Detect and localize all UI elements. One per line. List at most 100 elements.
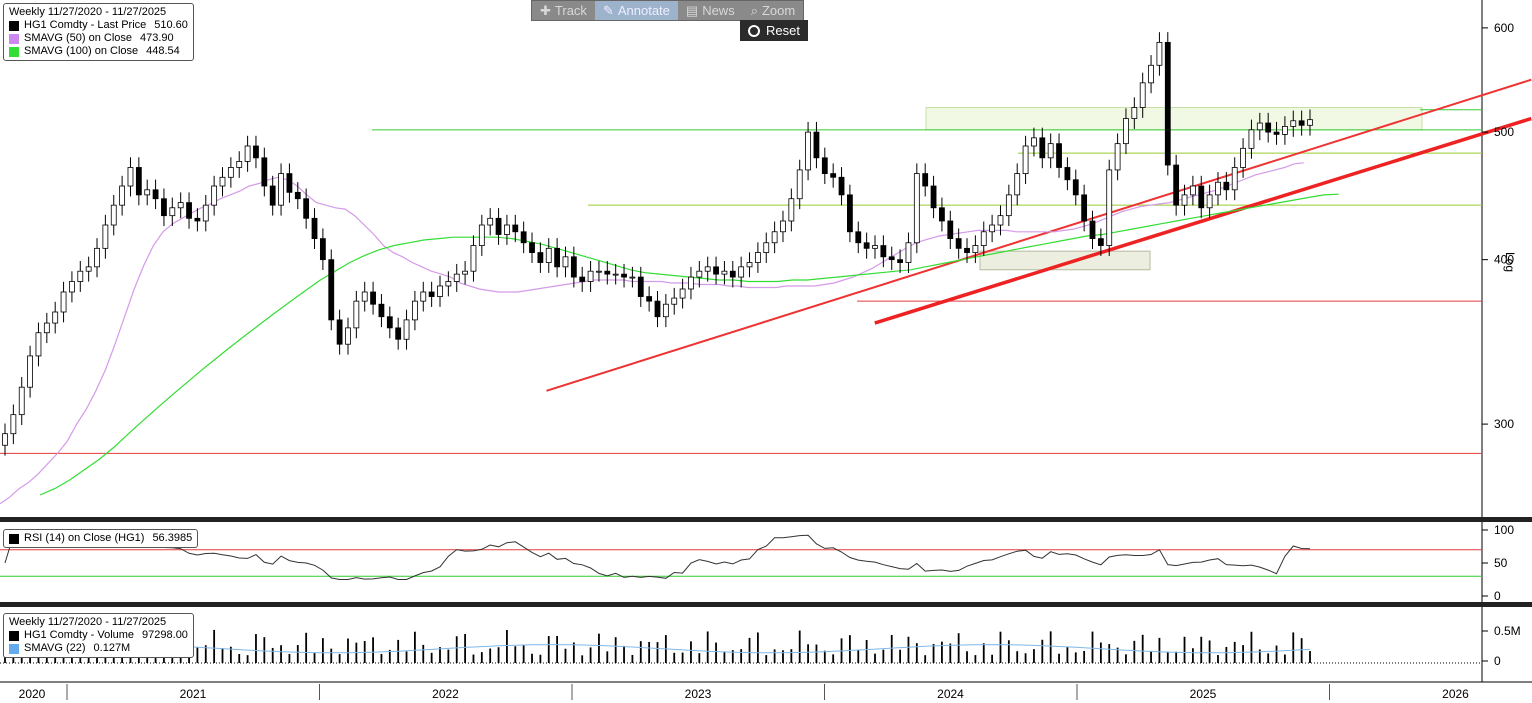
y-tick-label: 600 [1494, 21, 1514, 35]
legend_price-row: SMAVG (50) on Close 473.90 [9, 32, 188, 45]
candle-body [1248, 129, 1255, 149]
candle-body [604, 270, 611, 275]
candle-body [478, 224, 485, 246]
legend_volume-row: HG1 Comdty - Volume 97298.00 [9, 629, 188, 642]
legend-label: HG1 Comdty - Last Price [24, 19, 147, 31]
candle-body [370, 291, 376, 305]
candle-body [77, 270, 84, 282]
log-scale-label: Log [1503, 252, 1517, 272]
candle-body [1089, 220, 1096, 240]
candle-body [1215, 181, 1221, 196]
candle-body [1298, 120, 1305, 126]
sma50-line [0, 162, 1304, 505]
candle-body [319, 238, 326, 261]
candle-body [311, 217, 318, 240]
candle-body [1164, 41, 1171, 166]
x-tick-label: 2026 [1442, 687, 1469, 701]
candle-body [495, 217, 502, 235]
legend_price-row: HG1 Comdty - Last Price 510.60 [9, 19, 188, 32]
candle-body [102, 224, 109, 249]
candle-body [847, 194, 853, 233]
candle-body [520, 231, 527, 244]
candle-body [838, 176, 845, 196]
candle-body [1282, 126, 1288, 135]
candle-body [119, 185, 126, 206]
candle-body [470, 245, 477, 272]
candle-body [1156, 41, 1163, 66]
toolbar-item-label: Annotate [617, 3, 670, 18]
candle-body [1039, 137, 1046, 159]
candle-body [361, 291, 368, 302]
candle-body [788, 198, 795, 222]
candle-body [1223, 181, 1230, 191]
candle-body [637, 276, 644, 297]
toolbar-track-button[interactable]: ✚ Track [532, 1, 595, 20]
candle-body [596, 270, 602, 273]
candle-body [1290, 120, 1297, 127]
rsi-legend[interactable]: RSI (14) on Close (HG1) 56.3985 [3, 529, 199, 548]
toolbar-item-label: News [702, 3, 735, 18]
candle-body [462, 270, 468, 275]
candle-body [587, 270, 594, 282]
candle-body [771, 231, 778, 244]
candle-body [336, 319, 343, 345]
candle-body [913, 173, 920, 244]
candle-body [972, 245, 979, 253]
candle-body [353, 300, 360, 329]
x-tick-label: 2024 [937, 687, 964, 701]
toolbar-news-button[interactable]: ▤ News [678, 1, 743, 20]
candle-body [236, 161, 243, 168]
candle-body [1189, 185, 1196, 196]
candle-body [1097, 238, 1104, 246]
legend-swatch [9, 630, 19, 641]
candle-body [746, 262, 753, 268]
price-legend-header: Weekly 11/27/2020 - 11/27/2025 [9, 6, 167, 18]
candle-body [562, 256, 569, 268]
candle-body [863, 242, 870, 249]
candle-body [286, 173, 293, 193]
candle-body [922, 173, 929, 187]
candle-body [345, 327, 351, 345]
candle-body [1231, 167, 1238, 191]
candle-body [696, 270, 703, 278]
candle-body [905, 242, 912, 263]
candle-body [855, 231, 862, 244]
candle-body [294, 191, 301, 200]
candle-body [930, 185, 937, 209]
candle-body [662, 303, 669, 318]
candle-body [110, 204, 117, 226]
candle-body [688, 276, 694, 290]
candle-body [10, 414, 17, 435]
candle-body [177, 202, 184, 209]
y-tick-label: 300 [1494, 417, 1514, 431]
trendline [874, 116, 1532, 325]
candle-body [713, 266, 719, 275]
candle-body [437, 285, 443, 297]
candle-body [947, 220, 954, 240]
candle-body [135, 167, 142, 196]
volume-legend[interactable]: Weekly 11/27/2020 - 11/27/2025 HG1 Comdt… [3, 613, 194, 658]
candle-body [554, 247, 561, 268]
x-tick-label: 2023 [685, 687, 712, 701]
candle-body [1240, 147, 1246, 168]
chart-toolbar: ✚ Track ✎ Annotate ▤ News ⌕ Zoom [531, 0, 805, 21]
candle-body [278, 173, 284, 206]
toolbar-zoom-button[interactable]: ⌕ Zoom [743, 1, 804, 20]
candle-body [27, 355, 33, 388]
price-legend[interactable]: Weekly 11/27/2020 - 11/27/2025 HG1 Comdt… [3, 3, 194, 61]
candle-body [1123, 118, 1129, 145]
rsi-legend-swatch [9, 533, 19, 544]
candle-body [428, 291, 435, 297]
legend-swatch [9, 643, 19, 654]
candle-body [152, 189, 159, 200]
toolbar-annotate-button[interactable]: ✎ Annotate [594, 1, 678, 20]
pencil-icon: ✎ [602, 2, 614, 18]
candle-body [721, 270, 728, 275]
reset-button[interactable]: Reset [740, 20, 808, 41]
candle-body [997, 215, 1004, 226]
candle-body [1181, 194, 1188, 206]
candle-body [1005, 194, 1012, 217]
candle-body [704, 266, 711, 272]
